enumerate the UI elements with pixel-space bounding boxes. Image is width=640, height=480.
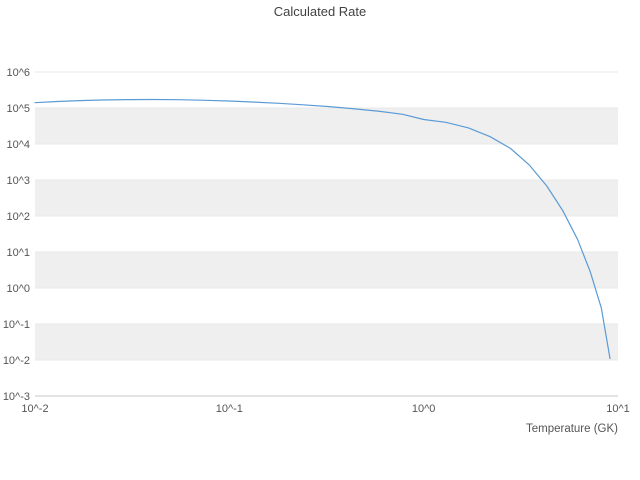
grid-band [35,324,618,360]
y-tick-label: 10^6 [6,67,30,79]
series-line [34,98,611,360]
y-tick-label: 10^3 [6,175,30,187]
y-tick-label: 10^4 [6,139,30,151]
y-tick-label: 10^-3 [3,391,30,403]
y-tick-label: 10^5 [6,103,30,115]
chart-title: Calculated Rate [273,4,367,19]
grid-band [35,108,618,144]
x-tick-label: 10^-2 [21,403,48,415]
x-axis-title: Temperature (GK) [525,423,618,435]
y-tick-label: 10^1 [6,247,30,259]
y-tick-label: 10^-1 [3,319,30,331]
y-tick-label: 10^2 [6,211,30,223]
grid-band [35,180,618,216]
x-tick-label: 10^-1 [216,403,243,415]
grid-band [35,252,618,288]
x-tick-label: 10^1 [606,403,630,415]
y-tick-label: 10^0 [6,283,30,295]
y-tick-label: 10^-2 [3,355,30,367]
x-tick-label: 10^0 [412,403,436,415]
